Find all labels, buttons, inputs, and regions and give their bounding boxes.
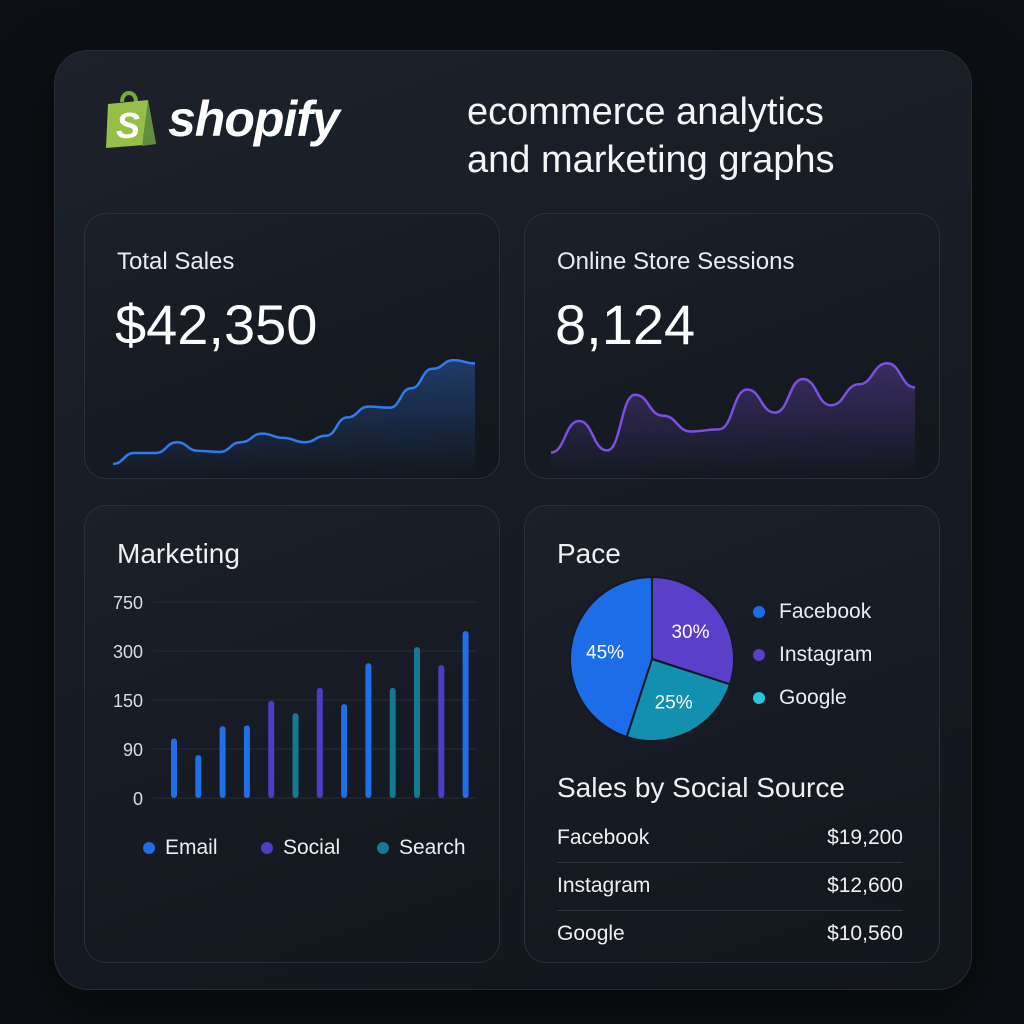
- y-tick-label: 300: [113, 642, 143, 662]
- pie-label: 30%: [671, 622, 709, 643]
- marketing-title: Marketing: [117, 538, 240, 569]
- source-name: Google: [557, 922, 625, 945]
- sessions-value: 8,124: [555, 293, 696, 356]
- pace-pie-chart: 30% 25% 45%: [569, 575, 735, 742]
- table-row: Facebook $19,200: [557, 826, 903, 863]
- legend-social: Social: [261, 836, 340, 860]
- legend-label: Email: [165, 836, 218, 859]
- legend-google: Google: [753, 686, 847, 710]
- pie-slice-facebook: [569, 575, 653, 739]
- pie-slice-google: [625, 657, 732, 742]
- legend-dot: [753, 649, 765, 661]
- social-sales-title: Sales by Social Source: [557, 772, 845, 803]
- page-title: ecommerce analytics and marketing graphs: [467, 88, 835, 184]
- marketing-card: Marketing 0 90 150 300 750 Email Social Sear…: [84, 505, 500, 963]
- bar-email: [171, 738, 177, 798]
- svg-text:S: S: [116, 105, 140, 146]
- y-tick-label: 0: [133, 789, 143, 809]
- legend-label: Facebook: [779, 600, 872, 623]
- source-name: Facebook: [557, 826, 650, 849]
- legend-dot: [377, 842, 389, 854]
- legend-dot: [261, 842, 273, 854]
- bar-email: [219, 726, 226, 798]
- bar-email: [341, 704, 348, 798]
- source-name: Instagram: [557, 874, 651, 897]
- marketing-bar-chart: 0 90 150 300 750: [113, 593, 477, 809]
- total-sales-sparkline: [112, 358, 476, 478]
- shopping-bag-icon: S: [106, 91, 156, 148]
- title-line-2: and marketing graphs: [467, 139, 835, 181]
- sparkline-area: [551, 363, 915, 478]
- bar-search: [414, 646, 420, 798]
- pie-slice-instagram: [651, 575, 735, 686]
- legend-label: Search: [399, 836, 466, 859]
- shopify-logo: S shopify: [102, 88, 340, 150]
- bar-email: [195, 754, 202, 798]
- y-tick-label: 90: [123, 740, 143, 760]
- legend-dot: [753, 606, 765, 618]
- y-tick-label: 150: [113, 691, 143, 711]
- sparkline-line: [550, 361, 916, 454]
- sessions-card[interactable]: Online Store Sessions 8,124: [524, 213, 940, 479]
- sparkline-area: [113, 360, 475, 478]
- bar-social: [268, 700, 275, 798]
- pace-card: Pace 30% 25% 45% Facebook Instagram Google…: [524, 505, 940, 963]
- bar-email: [462, 630, 469, 798]
- bar-search: [389, 687, 396, 798]
- source-amount: $12,600: [827, 874, 903, 897]
- legend-search: Search: [377, 836, 466, 860]
- bar-social: [316, 687, 323, 798]
- bar-search: [292, 713, 299, 798]
- legend-instagram: Instagram: [753, 643, 872, 667]
- pace-title: Pace: [557, 538, 621, 569]
- legend-dot: [753, 692, 765, 704]
- table-row: Instagram $12,600: [557, 874, 903, 911]
- pie-label: 25%: [655, 692, 693, 713]
- legend-label: Social: [283, 836, 341, 859]
- card-label: Total Sales: [117, 248, 235, 275]
- legend-email: Email: [143, 836, 218, 860]
- pie-label: 45%: [586, 643, 624, 664]
- table-row: Google $10,560: [557, 922, 903, 958]
- bar-social: [438, 665, 445, 798]
- sparkline-line: [112, 358, 476, 466]
- source-amount: $10,560: [827, 922, 903, 945]
- y-tick-label: 750: [113, 593, 143, 613]
- sessions-sparkline: [550, 361, 916, 478]
- total-sales-value: $42,350: [115, 293, 318, 356]
- bar-email: [243, 725, 250, 798]
- legend-facebook: Facebook: [753, 600, 871, 624]
- total-sales-card[interactable]: Total Sales $42,350: [84, 213, 500, 479]
- title-line-1: ecommerce analytics: [467, 91, 824, 133]
- brand-name: shopify: [168, 91, 340, 147]
- bar-email: [365, 663, 372, 798]
- legend-dot: [143, 842, 155, 854]
- card-label: Online Store Sessions: [557, 248, 795, 275]
- source-amount: $19,200: [827, 826, 903, 849]
- legend-label: Google: [779, 686, 847, 709]
- legend-label: Instagram: [779, 643, 873, 666]
